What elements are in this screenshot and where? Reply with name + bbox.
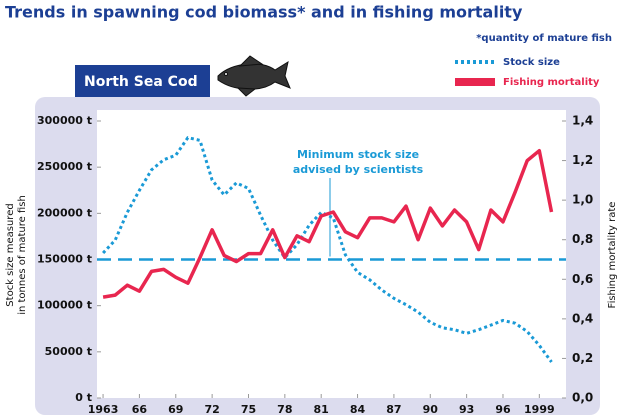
y2-tick-label: 0,0: [572, 391, 593, 405]
x-tick-label: 81: [314, 403, 329, 416]
note: *quantity of mature fish: [476, 33, 612, 44]
legend-label: Stock size: [503, 57, 560, 68]
fish-icon: [217, 55, 291, 97]
annotation: advised by scientists: [293, 163, 424, 176]
y2-tick-label: 0,4: [572, 311, 593, 325]
x-tick-label: 72: [204, 403, 219, 416]
x-tick-label: 1963: [88, 403, 119, 416]
x-tick-label: 84: [350, 403, 366, 416]
y-tick-label: 50000 t: [45, 345, 92, 358]
y-tick-label: 0 t: [75, 391, 92, 404]
y2-tick-label: 0,2: [572, 351, 593, 365]
annotation: Minimum stock size: [297, 148, 419, 161]
x-tick-label: 69: [168, 403, 183, 416]
y2-tick-label: 0,6: [572, 272, 593, 286]
x-tick-label: 93: [459, 403, 474, 416]
y2-tick-label: 1,4: [572, 114, 593, 128]
panel-tab: [75, 65, 210, 97]
series-line: [102, 148, 554, 299]
plot-area: [97, 110, 566, 398]
legend-label: Fishing mortality: [503, 77, 600, 88]
x-tick-label: 96: [495, 403, 511, 416]
y2-tick-label: 1,0: [572, 193, 593, 207]
x-tick-label: 90: [423, 403, 439, 416]
y-axis-label: Stock size measured: [5, 203, 16, 306]
y2-axis-label: Fishing mortality rate: [607, 202, 618, 309]
x-tick-label: 66: [132, 403, 148, 416]
y-tick-label: 200000 t: [37, 206, 92, 219]
y-tick-label: 250000 t: [37, 160, 92, 173]
y2-tick-label: 0,8: [572, 232, 593, 246]
panel-title: North Sea Cod: [84, 74, 198, 90]
y2-tick-label: 1,2: [572, 153, 593, 167]
y-tick-label: 100000 t: [37, 299, 92, 312]
x-tick-label: 87: [386, 403, 401, 416]
x-tick-label: 75: [241, 403, 256, 416]
y-tick-label: 150000 t: [37, 253, 92, 266]
x-tick-label: 78: [277, 403, 292, 416]
y-tick-label: 300000 t: [37, 114, 92, 127]
x-tick-label: 1999: [524, 403, 555, 416]
y-axis-label: in tonnes of mature fish: [17, 195, 28, 315]
chart-title: Trends in spawning cod biomass* and in f…: [5, 3, 523, 22]
